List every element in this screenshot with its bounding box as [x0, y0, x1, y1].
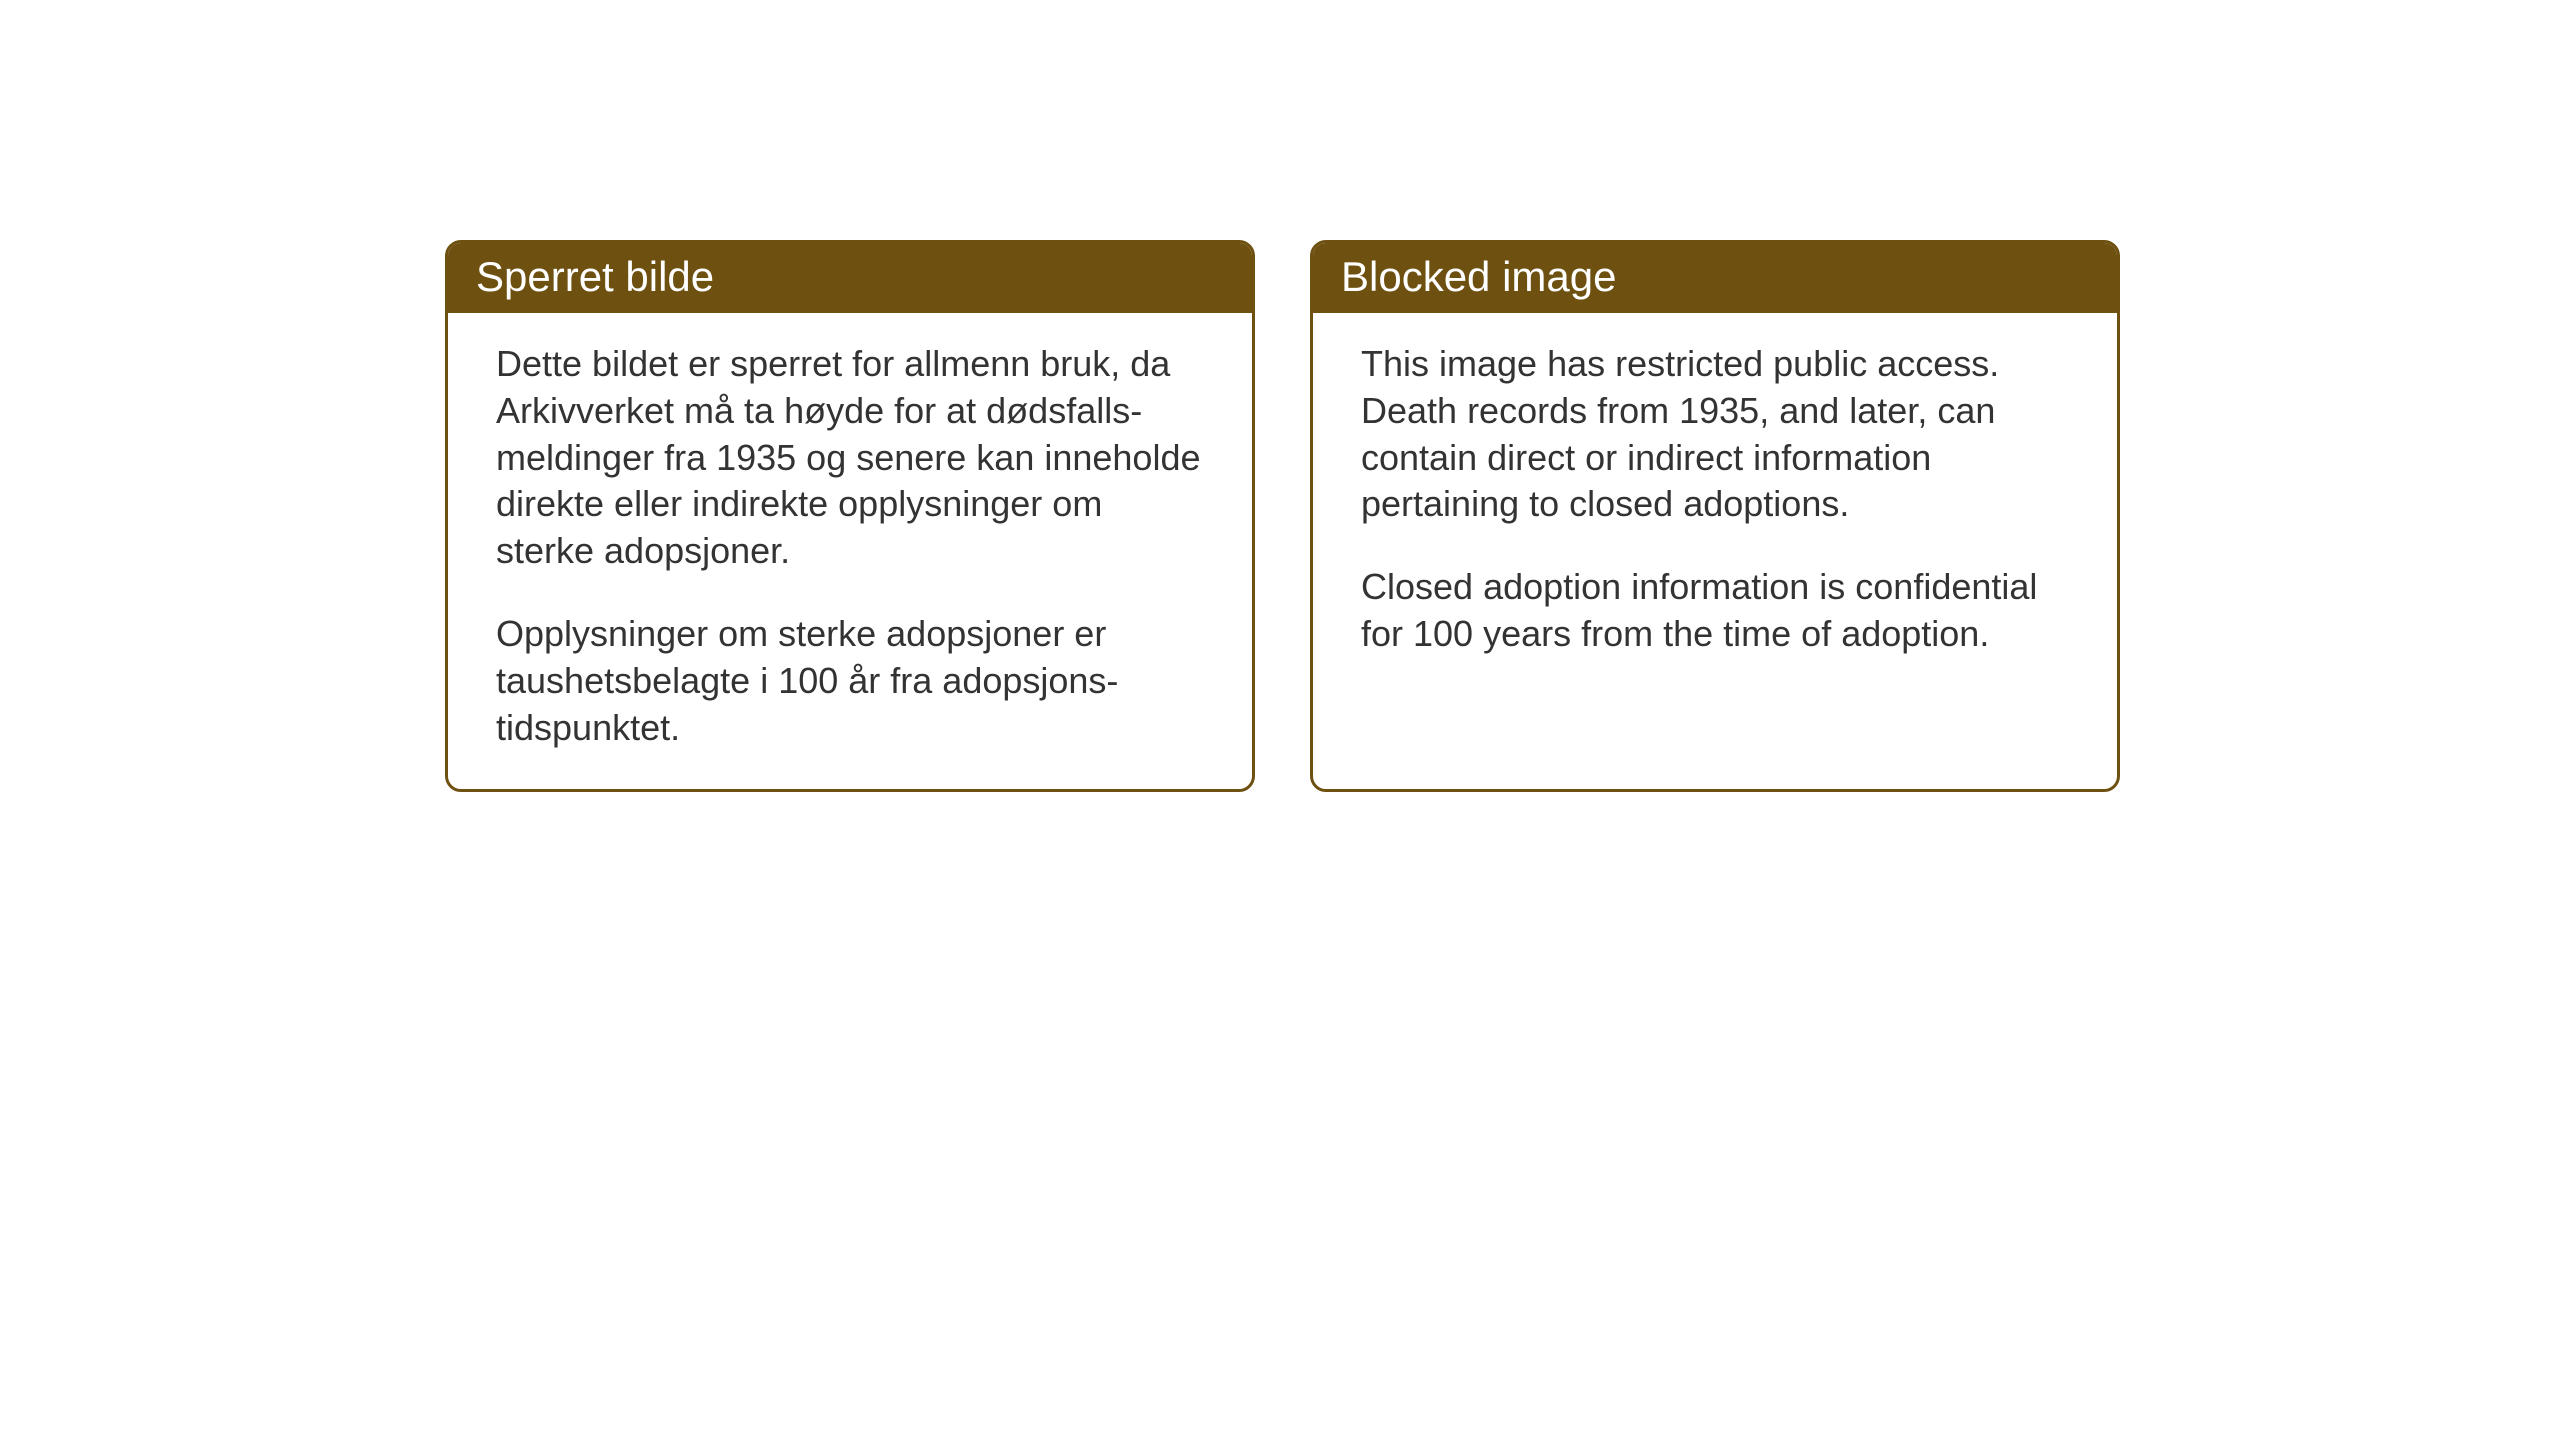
notice-header-norwegian: Sperret bilde [448, 243, 1252, 313]
notice-paragraph-1-norwegian: Dette bildet er sperret for allmenn bruk… [496, 341, 1204, 575]
notice-container: Sperret bilde Dette bildet er sperret fo… [445, 240, 2120, 792]
notice-card-norwegian: Sperret bilde Dette bildet er sperret fo… [445, 240, 1255, 792]
notice-body-english: This image has restricted public access.… [1313, 313, 2117, 696]
notice-card-english: Blocked image This image has restricted … [1310, 240, 2120, 792]
notice-paragraph-2-english: Closed adoption information is confident… [1361, 564, 2069, 658]
notice-header-english: Blocked image [1313, 243, 2117, 313]
notice-paragraph-1-english: This image has restricted public access.… [1361, 341, 2069, 528]
notice-body-norwegian: Dette bildet er sperret for allmenn bruk… [448, 313, 1252, 789]
notice-paragraph-2-norwegian: Opplysninger om sterke adopsjoner er tau… [496, 611, 1204, 751]
